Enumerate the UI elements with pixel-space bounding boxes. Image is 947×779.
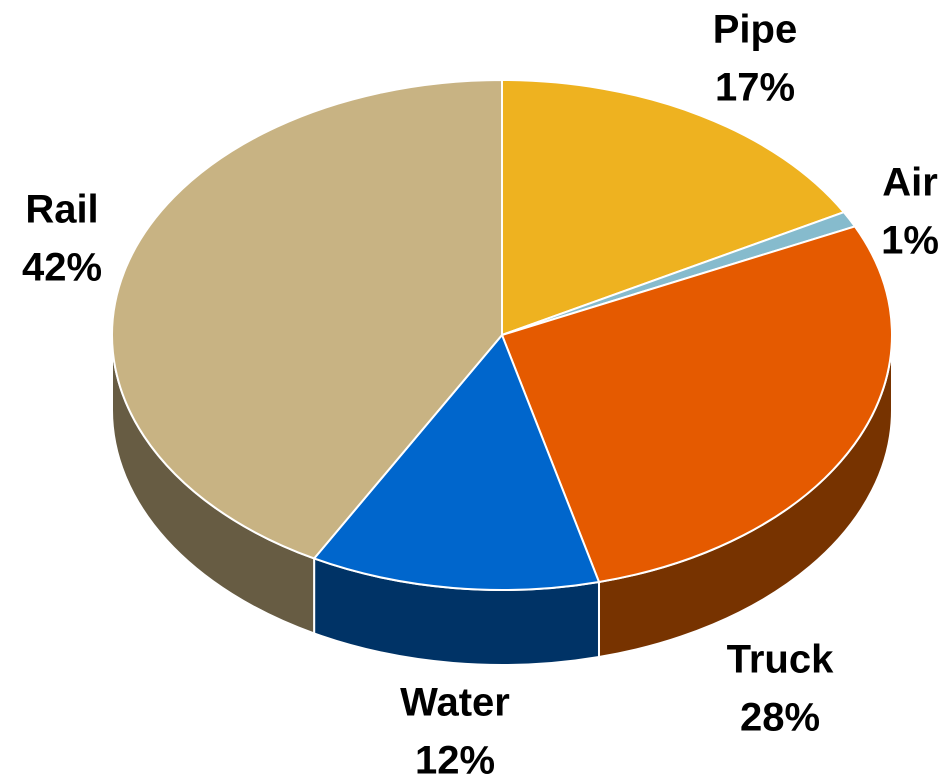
slice-label: Pipe: [713, 8, 797, 52]
slice-label: Water: [400, 681, 510, 725]
slice: [501, 78, 846, 337]
slice-value-label: 12%: [415, 739, 495, 779]
slice-value-label: 42%: [22, 246, 102, 290]
slice: [111, 78, 503, 560]
slice: [500, 225, 893, 584]
slice-label: Rail: [25, 188, 98, 232]
slice-label: Air: [882, 161, 938, 205]
slice-value-label: 17%: [715, 66, 795, 110]
slice-label: Truck: [727, 638, 834, 682]
slice: [312, 333, 601, 592]
slice-value-label: 1%: [881, 219, 939, 263]
slice-value-label: 28%: [740, 696, 820, 740]
